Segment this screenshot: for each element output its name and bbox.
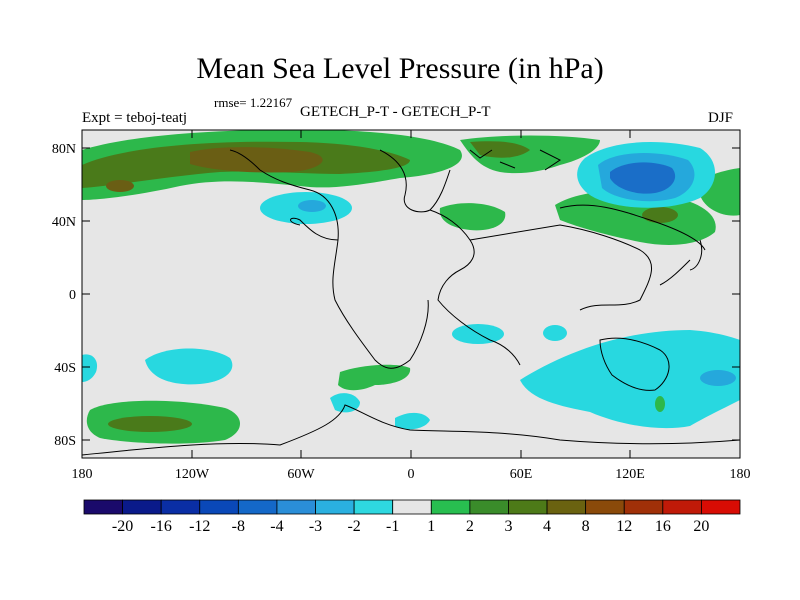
- contour-fill-lightblue-southern-ocean: [700, 370, 736, 386]
- colorbar-level-label: -2: [347, 518, 361, 535]
- colorbar-swatch: [430, 499, 471, 515]
- colorbar-level-label: -8: [231, 518, 246, 535]
- colorbar-swatch: [160, 499, 201, 515]
- contour-fill-positive-tasman: [655, 396, 665, 412]
- lat-label-equator: 0: [69, 288, 76, 303]
- contour-fill-cyan-south-pacific: [145, 348, 233, 385]
- colorbar-swatch: [199, 499, 239, 515]
- colorbar-level-label: -1: [386, 518, 400, 535]
- colorbar-level-label: -12: [189, 518, 211, 535]
- contour-fill-cyan-far-west: [82, 354, 98, 382]
- colorbar-swatch: [315, 499, 355, 515]
- contour-fill-cyan-weddell: [395, 412, 430, 430]
- lon-label-0: 0: [408, 467, 415, 482]
- contour-fill-cyan-indian-small: [543, 325, 567, 341]
- lon-label-120w: 120W: [175, 467, 210, 482]
- colorbar-level-label: 8: [581, 518, 590, 535]
- lon-label-60e: 60E: [510, 467, 533, 482]
- colorbar-swatch: [353, 499, 394, 515]
- lat-label-40n: 40N: [52, 215, 76, 230]
- colorbar-level-label: -16: [150, 518, 172, 535]
- lon-label-60w: 60W: [287, 467, 315, 482]
- experiment-label: Expt = teboj-teatj: [82, 110, 188, 126]
- colorbar-level-label: -4: [270, 518, 284, 535]
- contour-fill-positive-europe: [439, 203, 506, 231]
- lon-label-180e: 180: [730, 467, 751, 482]
- contour-fill-lightblue-pacific: [298, 200, 326, 212]
- colorbar-level-label: 4: [543, 518, 552, 535]
- colorbar-swatch: [392, 499, 432, 515]
- colorbar-level-label: -3: [308, 518, 323, 535]
- season-label: DJF: [708, 110, 734, 126]
- contour-fill-blue-siberia: [610, 162, 676, 194]
- colorbar-swatch: [585, 499, 625, 515]
- colorbar-swatch: [276, 499, 316, 515]
- map-title: Mean Sea Level Pressure (in hPa): [196, 52, 604, 85]
- contour-fill-olive-north: [190, 147, 323, 173]
- colorbar-level-label: -20: [111, 518, 134, 535]
- colorbar: [83, 499, 741, 515]
- colorbar-swatch: [662, 499, 702, 515]
- colorbar-swatch: [469, 499, 509, 515]
- colorbar-level-label: 1: [427, 518, 436, 535]
- colorbar-level-label: 12: [616, 518, 633, 535]
- colorbar-swatch: [623, 499, 664, 515]
- lon-label-120e: 120E: [615, 467, 645, 482]
- lat-label-80s: 80S: [54, 434, 76, 449]
- colorbar-level-label: 2: [465, 518, 474, 535]
- colorbar-swatch: [237, 499, 278, 515]
- colorbar-level-label: 3: [504, 518, 513, 535]
- coastlines: [82, 149, 740, 456]
- lat-label-80n: 80N: [52, 142, 76, 157]
- lon-tick-marks: [81, 130, 741, 458]
- colorbar-swatch: [546, 499, 587, 515]
- contour-fill-dark-green-south-pacific: [108, 416, 192, 432]
- contour-fill-olive-pacific: [106, 180, 134, 192]
- comparison-label: GETECH_P-T - GETECH_P-T: [300, 104, 491, 120]
- contour-fill-cyan-southern-ocean: [520, 330, 740, 429]
- contour-fill-positive-south-atlantic: [338, 364, 411, 391]
- colorbar-swatch: [701, 499, 741, 515]
- contour-fill-dark-green-arctic: [470, 141, 530, 158]
- rmse-label: rmse= 1.22167: [214, 95, 293, 110]
- lon-label-180w: 180: [72, 467, 93, 482]
- lat-label-40s: 40S: [54, 361, 76, 376]
- colorbar-level-label: 16: [654, 518, 671, 535]
- colorbar-swatch: [122, 499, 162, 515]
- colorbar-swatch: [508, 499, 548, 515]
- contour-fill-dark-green-east-asia: [642, 207, 678, 223]
- colorbar-level-label: 20: [693, 518, 710, 535]
- colorbar-swatch: [83, 499, 123, 515]
- lat-tick-marks: [82, 147, 740, 441]
